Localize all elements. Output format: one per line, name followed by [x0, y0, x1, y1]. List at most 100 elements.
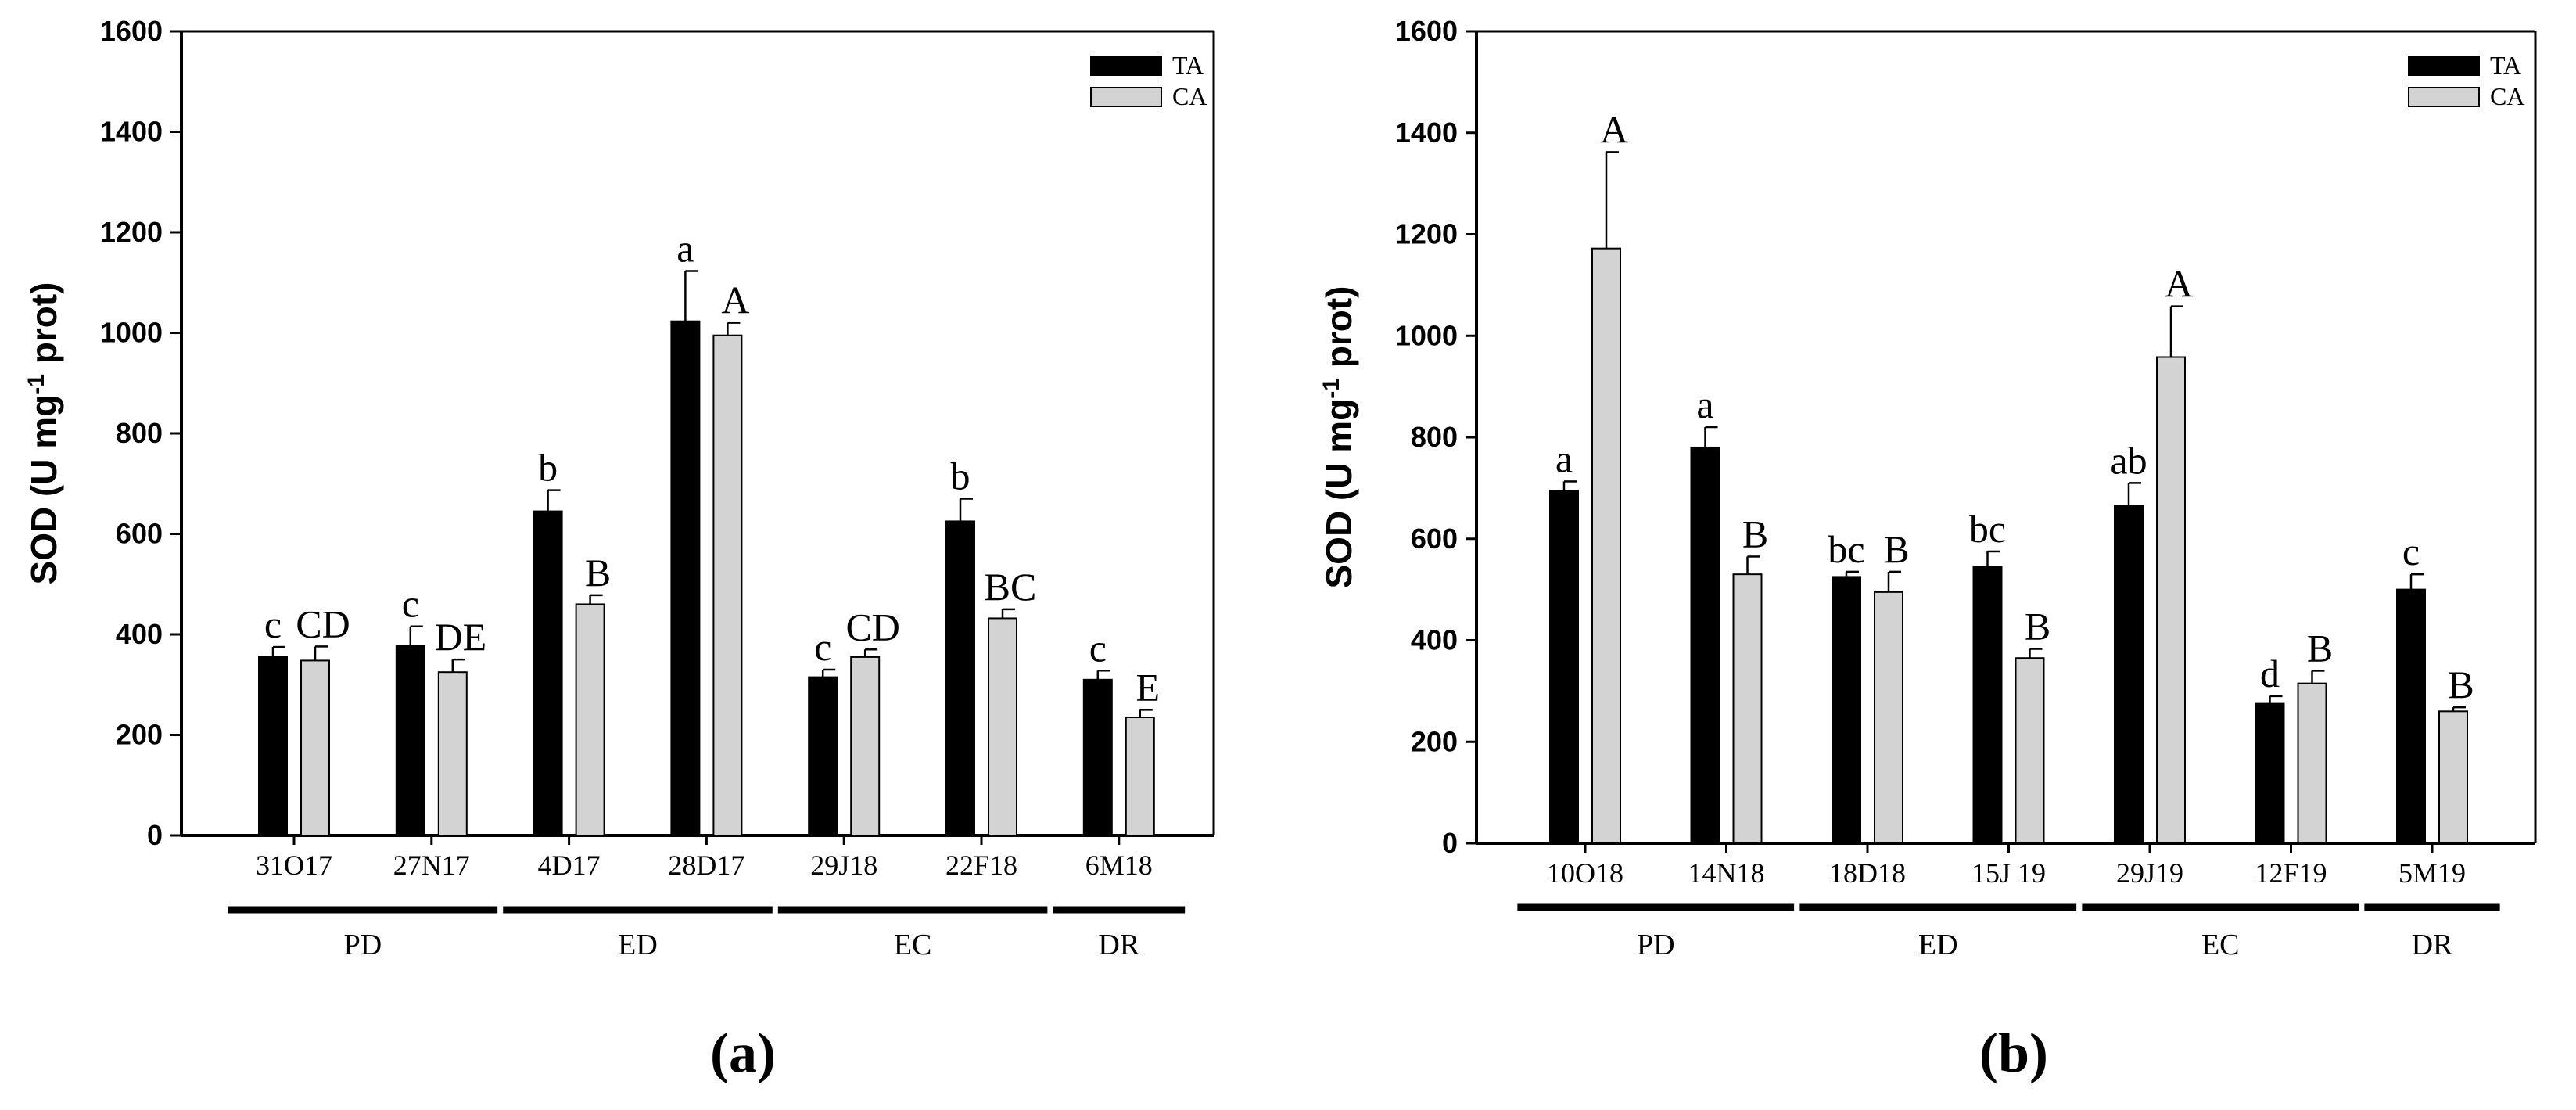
y-axis-title: SOD (U mg-1 prot) — [1318, 286, 1360, 589]
group-label: ED — [618, 929, 658, 961]
significance-letter-ca-2: B — [585, 551, 611, 595]
bar-ca-1 — [437, 671, 468, 836]
significance-letter-ta-6: c — [2402, 530, 2420, 573]
x-tick-label: 22F18 — [945, 850, 1017, 881]
bar-ca-3 — [2015, 657, 2045, 844]
group-label: ED — [1918, 929, 1958, 961]
x-tick-label: 5M19 — [2398, 857, 2466, 889]
bar-ta-3 — [1972, 566, 2003, 845]
bar-ta-6 — [2396, 588, 2426, 844]
group-label: EC — [894, 929, 932, 961]
bar-ca-5 — [2297, 682, 2327, 844]
panel-label: (a) — [710, 1022, 776, 1084]
y-tick-label: 200 — [1411, 725, 1458, 757]
y-tick-label: 1400 — [1395, 117, 1458, 149]
bar-ta-2 — [1832, 576, 1861, 844]
bar-ta-4 — [808, 676, 838, 836]
bar-ta-0 — [1549, 490, 1579, 845]
legend-label-ta: TA — [1172, 51, 1204, 79]
significance-letter-ca-2: B — [1883, 527, 1909, 571]
x-tick-label: 29J19 — [2116, 857, 2183, 889]
y-tick-label: 800 — [1411, 421, 1458, 453]
significance-letter-ca-0: A — [1600, 107, 1628, 151]
significance-letter-ca-6: E — [1136, 665, 1161, 709]
significance-letter-ta-2: bc — [1828, 527, 1864, 571]
significance-letter-ca-3: B — [2025, 605, 2050, 648]
legend-swatch-ta — [2408, 56, 2480, 76]
significance-letter-ta-5: d — [2260, 652, 2280, 695]
x-tick-label: 29J18 — [810, 850, 877, 881]
bar-ta-5 — [945, 520, 975, 836]
significance-letter-ta-3: a — [676, 226, 694, 270]
x-tick-label: 15J 19 — [1971, 857, 2046, 889]
y-tick-label: 200 — [116, 719, 163, 751]
y-tick-label: 1200 — [100, 216, 163, 248]
bar-ca-4 — [2156, 356, 2186, 844]
significance-letter-ta-1: a — [1696, 383, 1713, 426]
x-tick-label: 31O17 — [256, 850, 332, 881]
significance-letter-ta-4: ab — [2110, 438, 2147, 482]
x-tick-label: 28D17 — [668, 850, 744, 881]
bar-ta-1 — [395, 645, 425, 837]
legend-label-ca: CA — [1172, 82, 1207, 110]
significance-letter-ca-4: CD — [845, 605, 899, 648]
bar-ca-0 — [300, 659, 330, 836]
bar-ca-6 — [1125, 717, 1155, 837]
bar-ca-0 — [1591, 247, 1621, 845]
significance-letter-ta-2: b — [538, 446, 558, 490]
bar-ca-5 — [988, 617, 1017, 836]
significance-letter-ca-1: DE — [434, 615, 486, 659]
legend-swatch-ta — [1090, 56, 1162, 76]
y-tick-label: 600 — [116, 518, 163, 550]
y-tick-label: 0 — [1442, 827, 1458, 859]
y-tick-label: 1000 — [1395, 319, 1458, 351]
bar-ta-0 — [258, 656, 288, 836]
x-tick-label: 6M18 — [1085, 850, 1153, 881]
y-tick-label: 1200 — [1395, 218, 1458, 250]
significance-letter-ta-0: c — [264, 602, 282, 646]
y-tick-label: 800 — [116, 417, 163, 449]
bar-ca-3 — [712, 334, 743, 836]
y-axis-title: SOD (U mg-1 prot) — [23, 282, 65, 585]
significance-letter-ta-0: a — [1555, 436, 1573, 480]
bar-ca-4 — [850, 656, 881, 836]
bar-ta-4 — [2114, 505, 2144, 844]
x-tick-label: 12F19 — [2255, 857, 2327, 889]
bar-ta-1 — [1690, 446, 1720, 844]
group-label: DR — [1098, 929, 1139, 961]
y-tick-label: 0 — [147, 819, 163, 851]
bar-ca-1 — [1732, 573, 1763, 844]
significance-letter-ca-1: B — [1742, 512, 1768, 555]
bar-ta-5 — [2255, 702, 2285, 844]
y-tick-label: 1600 — [100, 15, 163, 47]
bar-ca-2 — [1874, 591, 1903, 845]
x-tick-label: 14N18 — [1688, 857, 1765, 889]
x-tick-label: 4D17 — [538, 850, 601, 881]
significance-letter-ca-5: B — [2307, 626, 2333, 670]
y-tick-label: 1600 — [1395, 15, 1458, 47]
x-tick-label: 10O18 — [1547, 857, 1623, 889]
significance-letter-ca-5: BC — [985, 565, 1037, 609]
group-label: PD — [1637, 929, 1675, 961]
y-tick-label: 600 — [1411, 523, 1458, 555]
legend-label-ta: TA — [2490, 51, 2521, 79]
bar-ta-2 — [533, 510, 563, 837]
group-label: EC — [2201, 929, 2240, 961]
x-tick-label: 27N17 — [393, 850, 470, 881]
y-tick-label: 1000 — [100, 317, 163, 349]
significance-letter-ca-4: A — [2165, 262, 2193, 306]
significance-letter-ta-6: c — [1089, 626, 1107, 670]
legend-swatch-ca — [2408, 87, 2480, 107]
significance-letter-ca-3: A — [721, 278, 749, 322]
y-tick-label: 400 — [116, 618, 163, 650]
x-tick-label: 18D18 — [1829, 857, 1906, 889]
significance-letter-ta-1: c — [402, 582, 419, 626]
significance-letter-ca-0: CD — [296, 602, 350, 645]
panel-label: (b) — [1979, 1022, 2048, 1084]
group-label: DR — [2412, 929, 2453, 961]
bar-ta-3 — [670, 320, 701, 837]
significance-letter-ca-6: B — [2448, 663, 2474, 706]
legend-swatch-ca — [1090, 87, 1162, 107]
group-label: PD — [344, 929, 382, 961]
